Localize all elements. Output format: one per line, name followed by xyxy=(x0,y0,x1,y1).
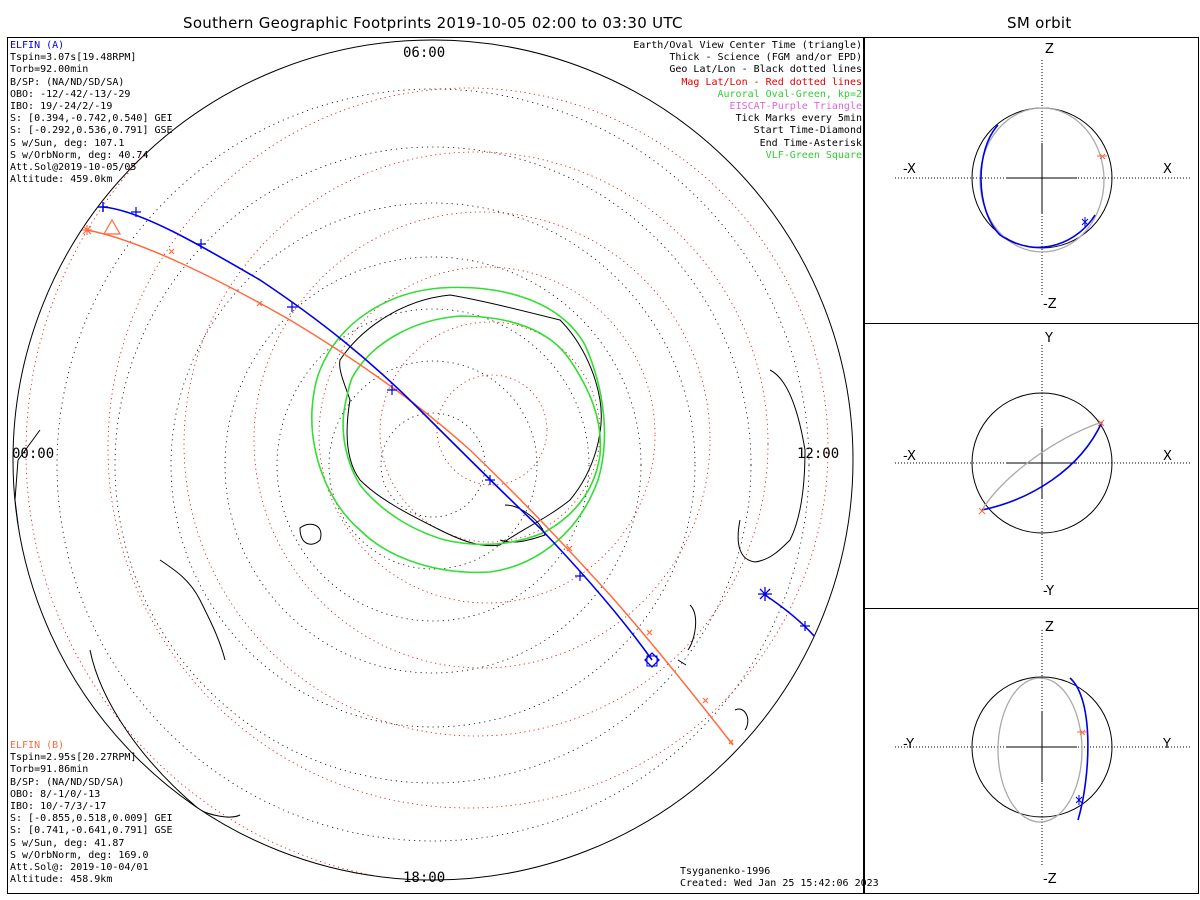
geo-grid xyxy=(56,88,810,842)
globe-outline xyxy=(12,39,854,881)
legend-item: EISCAT-Purple Triangle xyxy=(729,101,862,113)
elfin-a-line: Altitude: 459.0km xyxy=(10,174,113,186)
elfin-b-track xyxy=(86,229,734,746)
sm2-bottom-label: -Y xyxy=(1043,584,1055,599)
sm2-right-label: X xyxy=(1163,449,1172,464)
elfin-a-end-asterisk xyxy=(758,587,772,601)
clock-label-bottom: 18:00 xyxy=(403,870,446,886)
legend-item: Start Time-Diamond xyxy=(753,125,862,137)
model-label: Tsyganenko-1996 xyxy=(680,866,771,877)
created-label: Created: Wed Jan 25 15:42:06 2023 xyxy=(680,878,879,889)
elfin-a-ticks xyxy=(131,207,810,631)
elfin-b-name: ELFIN (B) xyxy=(10,740,65,751)
sm-panel-xz xyxy=(895,60,1190,296)
legend-item: Tick Marks every 5min xyxy=(735,113,862,125)
legend-item: Thick - Science (FGM and/or EPD) xyxy=(669,52,862,64)
sm1-bottom-label: -Z xyxy=(1043,297,1057,312)
elfin-a-line: Tspin=3.07s[19.48RPM] xyxy=(10,52,137,64)
elfin-a-name: ELFIN (A) xyxy=(10,40,65,51)
sm-frame xyxy=(864,37,1199,894)
elfin-a-line: S w/OrbNorm, deg: 40.74 xyxy=(10,149,149,161)
elfin-b-line: Torb=91.86min xyxy=(10,764,89,776)
legend-item: VLF-Green Square xyxy=(765,149,862,161)
clock-label-right: 12:00 xyxy=(797,446,840,462)
elfin-a-line: Att.Sol@2019-10-05/05 xyxy=(10,162,137,174)
legend-item: Earth/Oval View Center Time (triangle) xyxy=(633,40,862,51)
sm-panel-xy xyxy=(895,345,1190,582)
sm1-top-label: Z xyxy=(1045,42,1054,57)
elfin-b-line: S: [0.741,-0.641,0.791] GSE xyxy=(10,825,173,837)
elfin-b-center-triangle xyxy=(102,218,122,235)
auroral-oval-inner xyxy=(342,315,602,546)
elfin-b-line: Att.Sol@: 2019-10-04/01 xyxy=(10,862,149,874)
elfin-b-line: OBO: 8/-1/0/-13 xyxy=(10,788,101,800)
elfin-b-line: S: [-0.855,0.518,0.009] GEI xyxy=(10,813,173,825)
elfin-b-line: Altitude: 458.9km xyxy=(10,874,113,886)
elfin-a-start-marker xyxy=(98,202,108,212)
elfin-a-line: S: [-0.292,0.536,0.791] GSE xyxy=(10,125,173,137)
clock-label-top: 06:00 xyxy=(403,45,446,61)
sm-orbit-title: SM orbit xyxy=(1007,14,1072,32)
legend: Earth/Oval View Center Time (triangle) T… xyxy=(633,40,862,162)
sm-panel-yz xyxy=(895,630,1190,866)
sm2-left-label: -X xyxy=(903,449,916,464)
sm2-top-label: Y xyxy=(1045,331,1053,346)
elfin-a-line: S: [0.394,-0.742,0.540] GEI xyxy=(10,113,173,125)
elfin-a-line: S w/Sun, deg: 107.1 xyxy=(10,137,125,149)
figure-title: Southern Geographic Footprints 2019-10-0… xyxy=(183,14,683,32)
elfin-a-square xyxy=(646,655,658,667)
elfin-a-info: ELFIN (A) Tspin=3.07s[19.48RPM] Torb=92.… xyxy=(10,40,173,186)
elfin-b-line: S w/Sun, deg: 41.87 xyxy=(10,837,125,849)
legend-item: Auroral Oval-Green, kp=2 xyxy=(717,88,863,100)
elfin-b-line: IBO: 10/-7/3/-17 xyxy=(10,801,107,813)
elfin-a-line: OBO: -12/-42/-13/-29 xyxy=(10,88,131,100)
elfin-a-line: B/SP: (NA/ND/SD/SA) xyxy=(10,76,125,88)
map-frame xyxy=(7,37,864,894)
elfin-b-ticks xyxy=(168,248,709,704)
coastlines xyxy=(14,294,806,818)
auroral-oval-outer xyxy=(311,286,606,574)
legend-item: Geo Lat/Lon - Black dotted lines xyxy=(669,64,862,76)
elfin-b-end-marker xyxy=(728,739,734,745)
elfin-a-line: IBO: 19/-24/2/-19 xyxy=(10,101,113,113)
elfin-b-line: Tspin=2.95s[20.27RPM] xyxy=(10,752,137,764)
elfin-a-line: Torb=92.00min xyxy=(10,64,89,76)
elfin-a-track xyxy=(102,206,653,661)
sm3-bottom-label: -Z xyxy=(1043,872,1057,887)
sm3-left-label: -Y xyxy=(903,737,915,752)
elfin-b-info: ELFIN (B) Tspin=2.95s[20.27RPM] Torb=91.… xyxy=(10,740,173,886)
elfin-a-track-end xyxy=(764,594,816,638)
sm1-left-label: -X xyxy=(903,162,916,177)
legend-item: Mag Lat/Lon - Red dotted lines xyxy=(681,76,862,88)
sm3-top-label: Z xyxy=(1045,620,1054,635)
clock-label-left: 00:00 xyxy=(12,446,55,462)
legend-item: End Time-Asterisk xyxy=(759,137,862,149)
elfin-b-line: S w/OrbNorm, deg: 169.0 xyxy=(10,849,149,861)
elfin-b-line: B/SP: (NA/ND/SD/SA) xyxy=(10,776,125,788)
sm3-right-label: Y xyxy=(1163,737,1171,752)
sm1-right-label: X xyxy=(1163,162,1172,177)
